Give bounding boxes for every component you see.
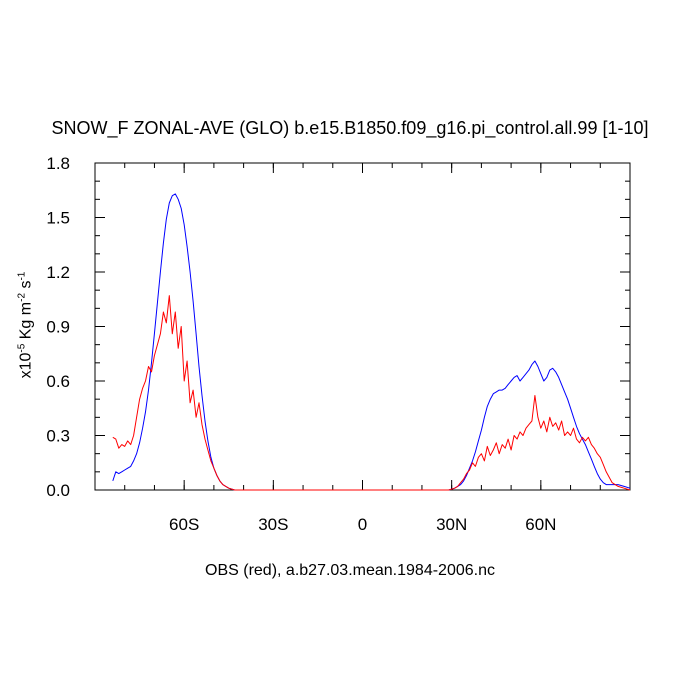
x-tick-label: 30S: [258, 515, 288, 534]
series-line-blue: [112, 193, 631, 491]
y-tick-label: 0.0: [46, 481, 70, 500]
y-tick-label: 1.8: [46, 154, 70, 173]
x-tick-label: 60N: [525, 515, 556, 534]
x-tick-label: 60S: [169, 515, 199, 534]
plot-frame: [94, 162, 631, 491]
y-tick-label: 0.6: [46, 372, 70, 391]
y-tick-label: 0.9: [46, 318, 70, 337]
x-tick-label: 0: [358, 515, 367, 534]
chart-title: SNOW_F ZONAL-AVE (GLO) b.e15.B1850.f09_g…: [51, 118, 649, 138]
x-tick-label: 30N: [436, 515, 467, 534]
y-tick-label: 0.3: [46, 427, 70, 446]
series-line-red: [112, 295, 631, 491]
y-tick-label: 1.2: [46, 263, 70, 282]
y-tick-label: 1.5: [46, 209, 70, 228]
x-axis-label: OBS (red), a.b27.03.mean.1984-2006.nc: [205, 562, 495, 579]
